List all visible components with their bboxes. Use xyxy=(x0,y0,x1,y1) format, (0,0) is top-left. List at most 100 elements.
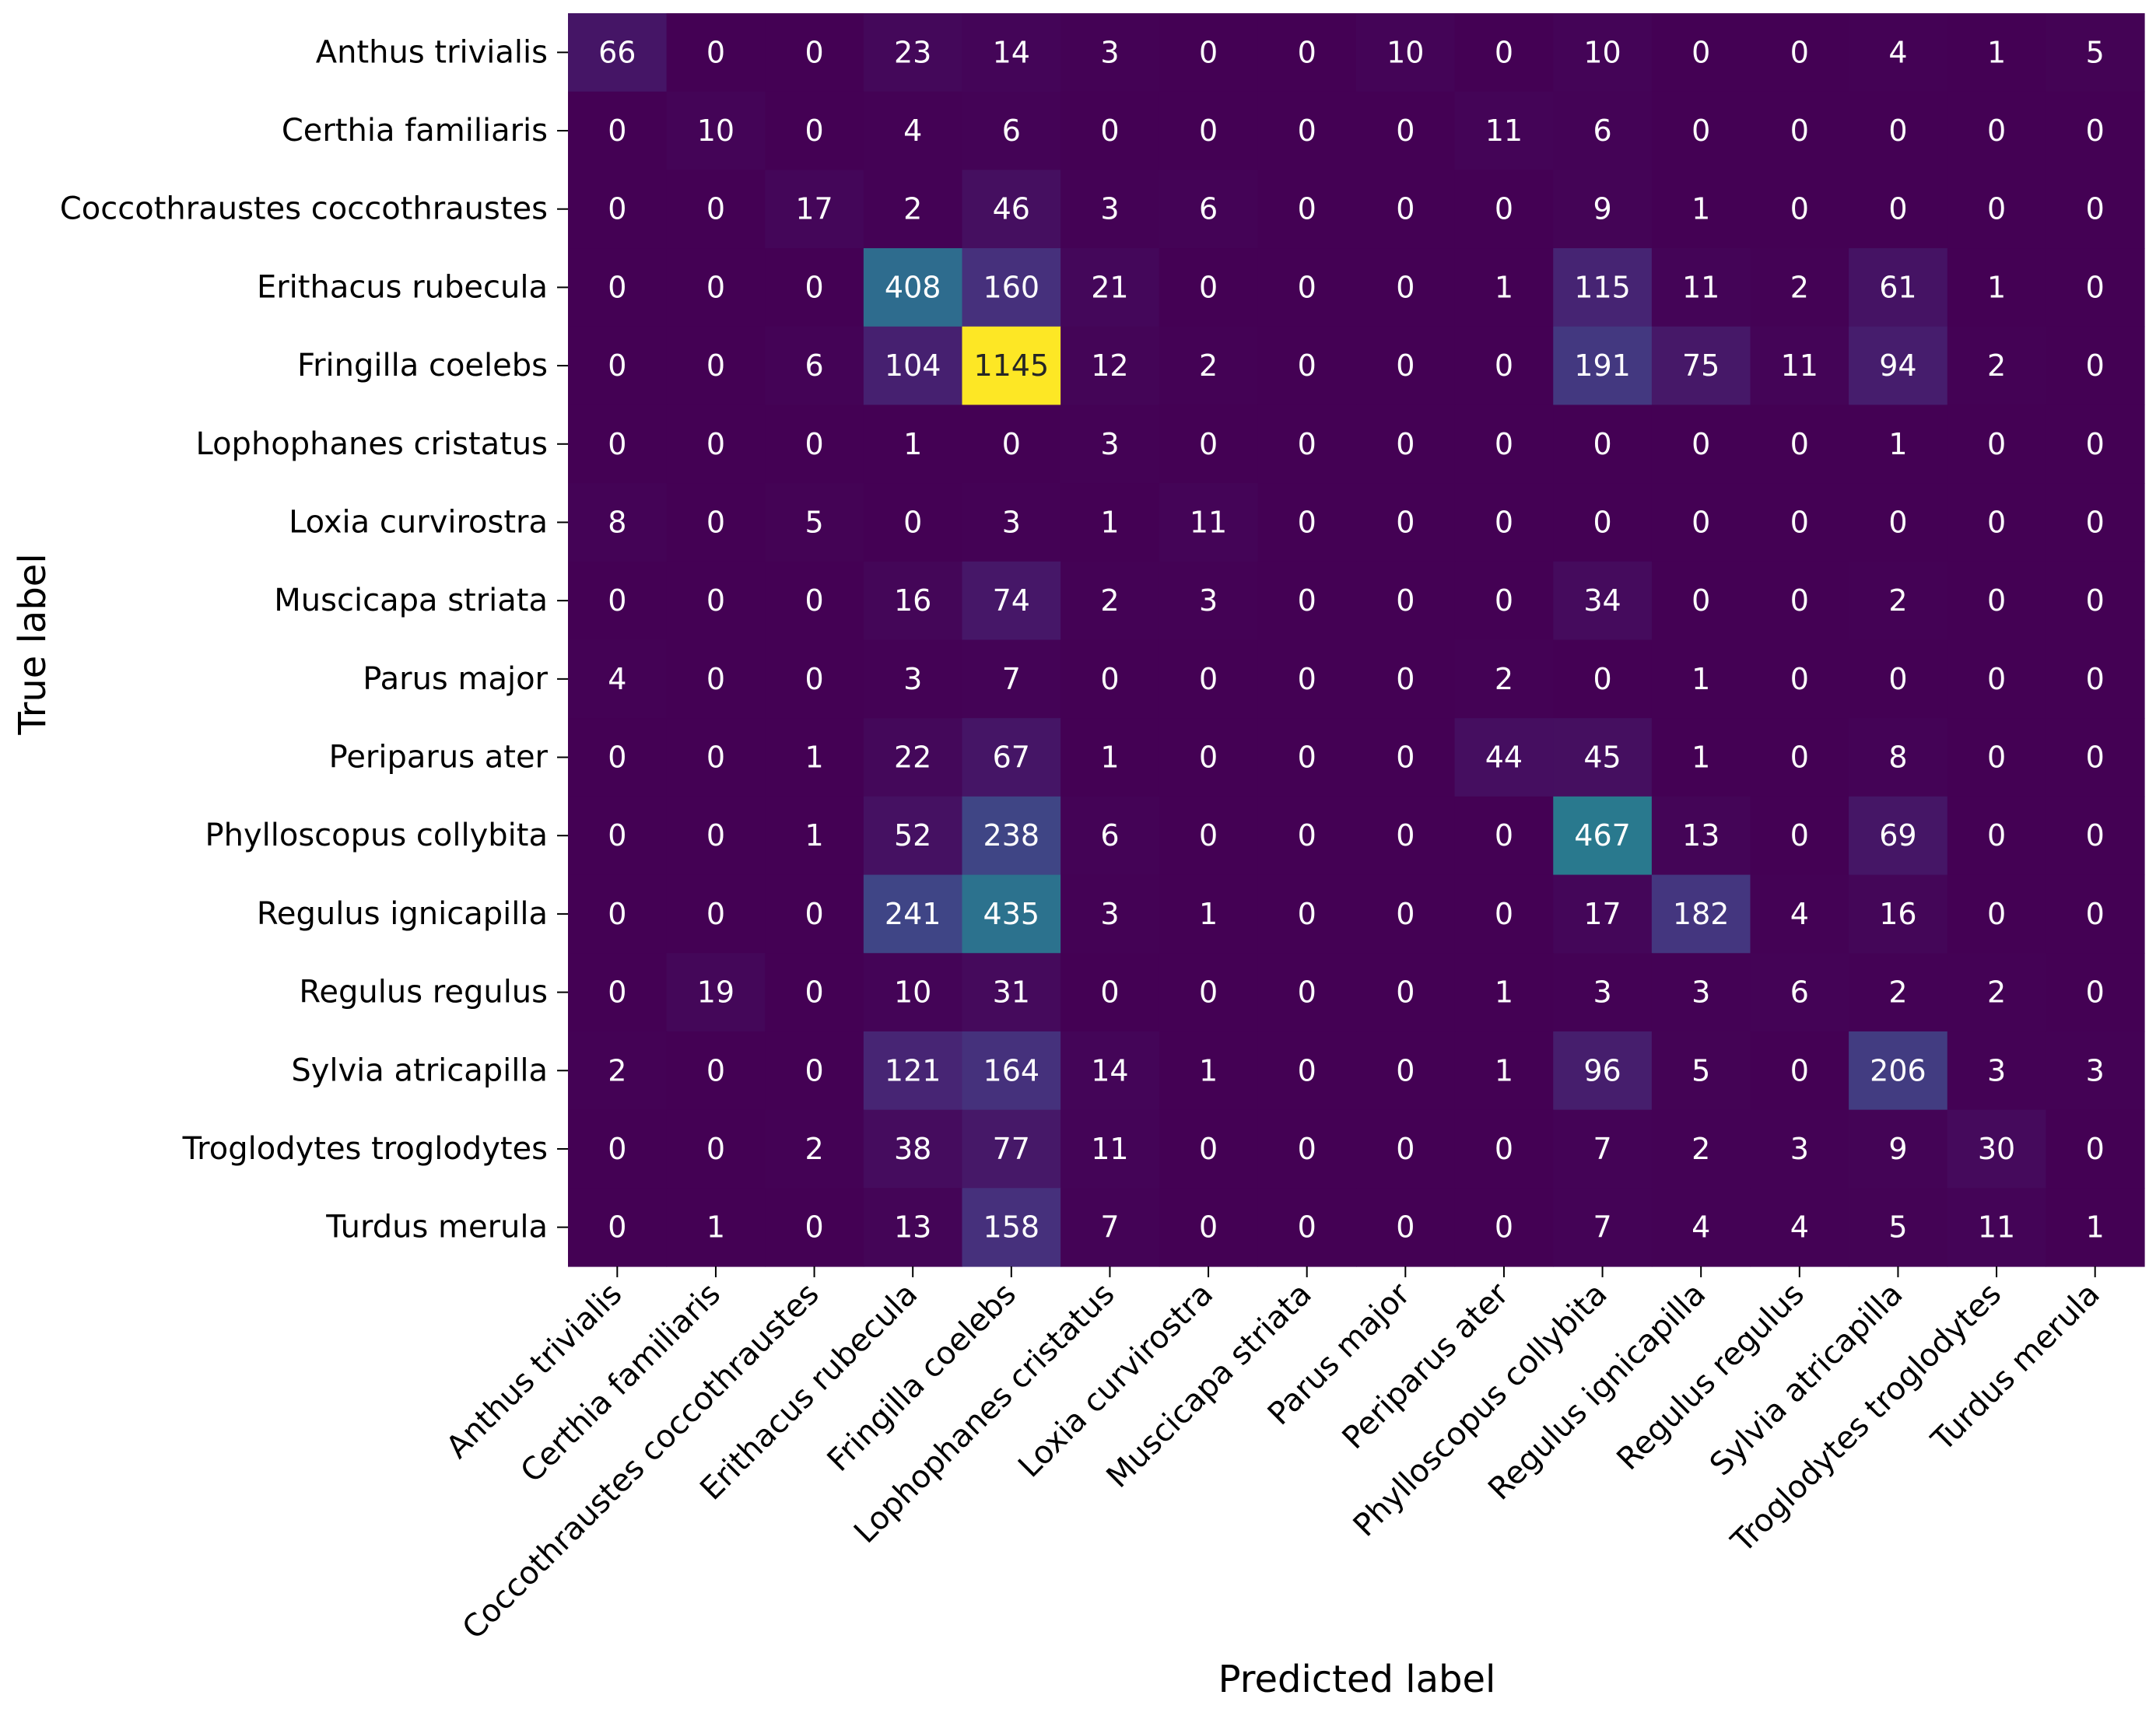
heatmap-cell xyxy=(1159,248,1258,327)
cell-value-label: 74 xyxy=(993,583,1030,618)
heatmap-cell xyxy=(1750,639,1849,719)
cell-value-label: 14 xyxy=(993,35,1030,69)
heatmap-cell xyxy=(1553,1109,1653,1189)
heatmap-cell xyxy=(568,639,668,719)
cell-value-label: 3 xyxy=(2086,1053,2105,1087)
heatmap-cell xyxy=(1651,404,1751,484)
cell-value-label: 0 xyxy=(1790,1053,1809,1087)
cell-value-label: 0 xyxy=(706,662,725,696)
cell-value-label: 10 xyxy=(1583,35,1621,69)
y-tick-label: Loxia curvirostra xyxy=(289,504,548,540)
cell-value-label: 0 xyxy=(1495,897,1513,931)
cell-value-label: 0 xyxy=(1495,583,1513,618)
cell-value-label: 0 xyxy=(608,897,626,931)
cell-value-label: 158 xyxy=(983,1210,1040,1245)
heatmap-cell xyxy=(1553,326,1653,406)
heatmap-cell xyxy=(666,91,766,170)
cell-value-label: 0 xyxy=(1298,741,1316,775)
heatmap-cell xyxy=(1159,1188,1258,1267)
heatmap-cell xyxy=(1060,91,1160,170)
heatmap-cell xyxy=(863,13,963,93)
heatmap-cell xyxy=(1356,404,1456,484)
heatmap-cell xyxy=(962,1031,1061,1111)
cell-value-label: 22 xyxy=(894,741,931,775)
heatmap-cell xyxy=(2046,326,2145,406)
heatmap-cell xyxy=(1651,170,1751,249)
heatmap-cell xyxy=(1750,1031,1849,1111)
cell-value-label: 0 xyxy=(1790,583,1809,618)
heatmap-cell xyxy=(863,91,963,170)
heatmap-cell xyxy=(962,170,1061,249)
heatmap-cell xyxy=(1651,91,1751,170)
heatmap-cell xyxy=(1257,170,1357,249)
heatmap-cell xyxy=(1651,248,1751,327)
heatmap-cell xyxy=(666,1109,766,1189)
cell-value-label: 0 xyxy=(1298,975,1316,1010)
cell-value-label: 3 xyxy=(1199,583,1218,618)
heatmap-cell xyxy=(1947,1031,2046,1111)
cell-value-label: 1 xyxy=(1100,505,1119,539)
cell-value-label: 6 xyxy=(805,348,823,383)
cell-value-label: 75 xyxy=(1682,348,1720,383)
cell-value-label: 0 xyxy=(1987,741,2006,775)
cell-value-label: 44 xyxy=(1485,741,1523,775)
heatmap-cell xyxy=(863,561,963,641)
cell-value-label: 0 xyxy=(805,975,823,1010)
heatmap-cell xyxy=(1454,1188,1554,1267)
cell-value-label: 4 xyxy=(608,662,626,696)
heatmap-cell xyxy=(1750,1188,1849,1267)
cell-value-label: 10 xyxy=(697,114,734,148)
x-tick-label: Coccothraustes coccothraustes xyxy=(456,1276,826,1647)
heatmap-cell xyxy=(2046,1031,2145,1111)
y-tick-label: Coccothraustes coccothraustes xyxy=(60,191,548,227)
heatmap-cell xyxy=(1849,1031,1948,1111)
cell-value-label: 0 xyxy=(805,270,823,304)
cell-value-label: 2 xyxy=(1495,662,1513,696)
heatmap-cell xyxy=(2046,796,2145,876)
cell-value-label: 0 xyxy=(2086,741,2105,775)
heatmap-cell xyxy=(765,404,864,484)
cell-value-label: 1 xyxy=(2086,1210,2105,1245)
heatmap-cell xyxy=(962,248,1061,327)
cell-value-label: 1 xyxy=(1495,975,1513,1010)
cell-value-label: 11 xyxy=(1485,114,1523,148)
cell-value-label: 0 xyxy=(1790,114,1809,148)
y-tick-label: Turdus merula xyxy=(325,1210,548,1245)
heatmap-cell xyxy=(1750,13,1849,93)
heatmap-cell xyxy=(1159,91,1258,170)
cell-value-label: 21 xyxy=(1091,270,1128,304)
cell-value-label: 0 xyxy=(1495,427,1513,461)
heatmap-cell xyxy=(1060,953,1160,1032)
heatmap-cell xyxy=(1257,326,1357,406)
cell-value-label: 3 xyxy=(1100,427,1119,461)
heatmap-cell xyxy=(2046,1109,2145,1189)
heatmap-cell xyxy=(765,639,864,719)
heatmap-cell xyxy=(1060,248,1160,327)
heatmap-cell xyxy=(1553,561,1653,641)
heatmap-cell xyxy=(568,13,668,93)
cell-value-label: 1145 xyxy=(973,348,1049,383)
cell-value-label: 3 xyxy=(1790,1132,1809,1166)
cell-value-label: 0 xyxy=(706,35,725,69)
heatmap-cell xyxy=(1159,1109,1258,1189)
cell-value-label: 0 xyxy=(706,427,725,461)
cell-value-label: 1 xyxy=(1691,741,1710,775)
heatmap-cell xyxy=(1356,170,1456,249)
heatmap-cell xyxy=(568,91,668,170)
heatmap-cell xyxy=(1454,404,1554,484)
heatmap-cell xyxy=(962,1109,1061,1189)
cell-value-label: 0 xyxy=(1298,1210,1316,1245)
cell-value-label: 17 xyxy=(1583,897,1621,931)
cell-value-label: 34 xyxy=(1583,583,1621,618)
heatmap-cell xyxy=(1060,404,1160,484)
cell-value-label: 115 xyxy=(1574,270,1631,304)
cell-value-label: 0 xyxy=(2086,975,2105,1010)
cell-value-label: 0 xyxy=(2086,427,2105,461)
heatmap-cell xyxy=(1454,483,1554,562)
cell-value-label: 0 xyxy=(608,270,626,304)
y-tick-label: Parus major xyxy=(363,661,548,697)
cell-value-label: 435 xyxy=(983,897,1040,931)
cell-value-label: 0 xyxy=(1002,427,1021,461)
cell-value-label: 0 xyxy=(608,818,626,853)
cell-value-label: 2 xyxy=(805,1132,823,1166)
